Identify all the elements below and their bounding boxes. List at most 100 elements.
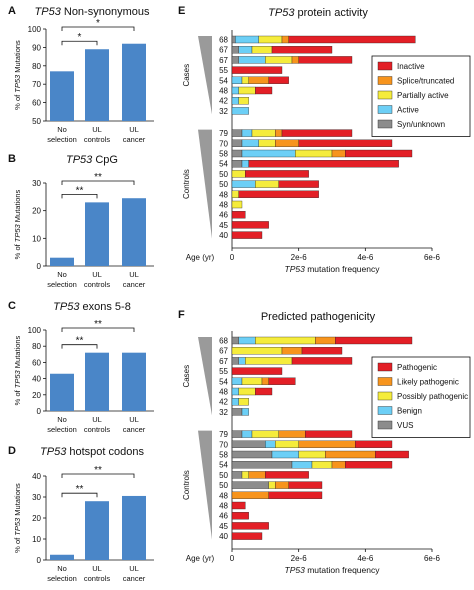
y-tick-label: 80 xyxy=(32,342,41,351)
bar-segment xyxy=(275,129,283,137)
legend-label: Likely pathogenic xyxy=(397,378,459,387)
bar-segment xyxy=(231,347,283,355)
age-tick-label: 48 xyxy=(219,190,228,199)
age-tick-label: 48 xyxy=(219,502,228,511)
legend-swatch xyxy=(377,377,393,386)
bar-segment xyxy=(231,129,243,137)
bar-segment xyxy=(241,430,253,438)
panel-title: TP53 protein activity xyxy=(268,7,368,19)
x-tick-label: UL xyxy=(129,415,139,424)
age-tick-label: 68 xyxy=(219,337,228,346)
age-axis-label: Age (yr) xyxy=(186,253,215,262)
panel-title-part: hotspot codons xyxy=(66,446,144,458)
age-gradient-wedge xyxy=(198,430,212,540)
bar-segment xyxy=(355,440,393,448)
bar-segment xyxy=(325,450,376,459)
age-tick-label: 32 xyxy=(219,107,228,116)
bar-segment xyxy=(245,357,293,365)
bar-segment xyxy=(265,471,309,479)
bar-segment xyxy=(231,180,256,188)
bar-segment xyxy=(295,149,333,158)
bar-segment xyxy=(258,139,276,147)
legend-swatch xyxy=(377,90,393,100)
bar-segment xyxy=(268,76,289,84)
age-axis-label: Age (yr) xyxy=(186,554,215,563)
age-tick-label: 54 xyxy=(219,160,228,169)
bar-segment xyxy=(238,387,256,396)
bar-segment xyxy=(315,336,336,345)
bar-segment xyxy=(248,76,269,84)
x-axis-label: TP53 mutation frequency xyxy=(285,565,381,575)
bar-segment xyxy=(275,481,289,489)
significance-bracket xyxy=(61,327,135,332)
bar-segment xyxy=(255,180,279,188)
bar-segment xyxy=(251,430,279,438)
bar-segment xyxy=(291,357,353,365)
bar-segment xyxy=(298,450,326,459)
bar-segment xyxy=(241,160,249,168)
bar-segment xyxy=(288,35,416,44)
y-tick-label: 70 xyxy=(32,80,41,89)
bar-segment xyxy=(231,66,283,74)
x-tick-label: selection xyxy=(47,425,77,434)
y-axis-label-part: % of xyxy=(13,93,22,110)
age-tick-label: 50 xyxy=(219,170,228,179)
panel-letter: F xyxy=(178,309,185,321)
bar xyxy=(85,49,109,121)
y-axis-label-part: Mutations xyxy=(13,335,22,370)
bar-segment xyxy=(335,336,413,345)
bar-segment xyxy=(231,387,239,396)
bar-segment xyxy=(231,377,243,385)
bar-segment xyxy=(231,481,269,489)
age-tick-label: 79 xyxy=(219,129,228,138)
significance-bracket xyxy=(61,344,98,349)
x-axis-label: TP53 mutation frequency xyxy=(285,264,381,274)
y-tick-label: 40 xyxy=(32,472,41,481)
bar-segment xyxy=(271,46,333,54)
y-tick-label: 30 xyxy=(32,493,41,502)
panel-letter: D xyxy=(8,445,16,457)
bar-segment xyxy=(231,231,263,239)
bar-segment xyxy=(258,35,283,44)
bar-segment xyxy=(255,387,273,396)
x-tick-label: UL xyxy=(92,125,102,134)
bar-segment xyxy=(231,107,249,115)
bar-segment xyxy=(288,481,323,489)
bar-segment xyxy=(248,160,399,168)
legend-label: Active xyxy=(397,106,419,115)
group-label: Controls xyxy=(182,169,191,199)
age-tick-label: 55 xyxy=(219,66,228,75)
panel-title: TP53 CpG xyxy=(66,154,118,166)
x-tick-label: cancer xyxy=(123,135,146,144)
panel-title-part: exons 5-8 xyxy=(79,301,130,313)
x-tick-label: 6e-6 xyxy=(424,253,441,262)
significance-bracket xyxy=(61,180,135,185)
panel-title: TP53 Non-synonymous xyxy=(35,6,150,18)
y-axis-label-part: TP53 xyxy=(13,517,22,536)
age-tick-label: 70 xyxy=(219,440,228,449)
group-label: Cases xyxy=(182,64,191,87)
age-tick-label: 67 xyxy=(219,46,228,55)
bar-segment xyxy=(231,357,239,365)
age-tick-label: 48 xyxy=(219,491,228,500)
y-axis-label: % of TP53 Mutations xyxy=(13,189,22,259)
bar xyxy=(122,352,146,411)
legend-label: Inactive xyxy=(397,62,425,71)
bar-segment xyxy=(268,377,296,385)
bar-segment xyxy=(231,471,243,479)
significance-label: ** xyxy=(76,484,84,495)
age-tick-label: 48 xyxy=(219,388,228,397)
y-tick-label: 0 xyxy=(37,556,42,565)
y-axis-label-part: TP53 xyxy=(13,74,22,93)
x-tick-label: UL xyxy=(129,125,139,134)
age-gradient-wedge xyxy=(198,36,212,115)
bar-segment xyxy=(231,522,269,530)
bar-segment xyxy=(265,440,276,448)
age-tick-label: 55 xyxy=(219,367,228,376)
bar-segment xyxy=(265,56,293,64)
group-label: Controls xyxy=(182,470,191,500)
x-tick-label: 0 xyxy=(230,253,235,262)
legend-swatch xyxy=(377,119,393,129)
x-tick-label: selection xyxy=(47,574,77,583)
